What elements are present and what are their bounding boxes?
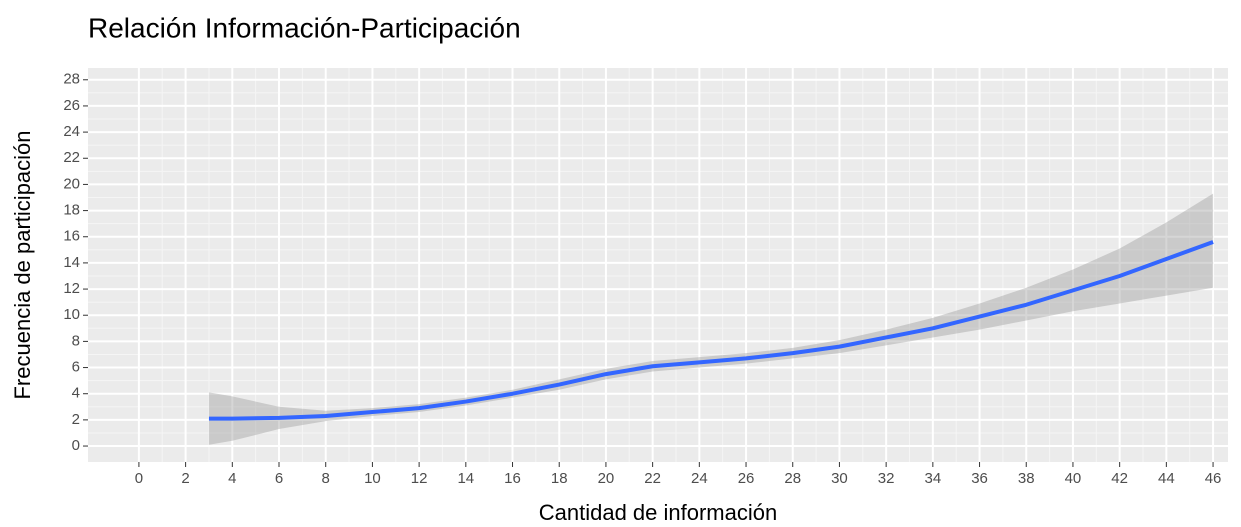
x-tick-label: 46 (1205, 470, 1222, 487)
x-tick-label: 28 (784, 470, 801, 487)
y-tick-label: 14 (63, 254, 80, 271)
x-tick-label: 10 (364, 470, 381, 487)
x-tick-label: 38 (1018, 470, 1035, 487)
confidence-band (208, 193, 1214, 445)
y-tick-label: 12 (63, 280, 80, 297)
x-tick-label: 4 (228, 470, 236, 487)
y-tick-label: 18 (63, 202, 80, 219)
y-tick-label: 2 (72, 411, 80, 428)
y-tick-label: 20 (63, 175, 80, 192)
y-tick-label: 16 (63, 228, 80, 245)
y-tick-label: 4 (72, 385, 80, 402)
y-tick-label: 26 (63, 97, 80, 114)
x-tick-label: 16 (504, 470, 521, 487)
y-tick-label: 0 (72, 437, 80, 454)
x-tick-label: 6 (275, 470, 283, 487)
x-tick-label: 42 (1111, 470, 1128, 487)
x-tick-label: 0 (135, 470, 143, 487)
x-tick-label: 36 (971, 470, 988, 487)
x-tick-label: 20 (598, 470, 615, 487)
x-tick-label: 34 (924, 470, 941, 487)
y-axis-title: Frecuencia de participación (10, 130, 35, 399)
x-tick-label: 24 (691, 470, 708, 487)
y-tick-label: 10 (63, 306, 80, 323)
x-tick-label: 22 (644, 470, 661, 487)
x-tick-label: 14 (457, 470, 474, 487)
x-tick-label: 8 (322, 470, 330, 487)
panel (88, 68, 1228, 462)
x-tick-label: 44 (1158, 470, 1175, 487)
y-tick-label: 28 (63, 71, 80, 88)
x-tick-label: 12 (411, 470, 428, 487)
x-tick-label: 30 (831, 470, 848, 487)
x-tick-label: 40 (1065, 470, 1082, 487)
y-tick-label: 8 (72, 332, 80, 349)
x-tick-label: 2 (181, 470, 189, 487)
y-tick-label: 22 (63, 149, 80, 166)
y-tick-label: 6 (72, 359, 80, 376)
y-tick-label: 24 (63, 123, 80, 140)
smooth-line (208, 240, 1214, 421)
x-axis-title: Cantidad de información (539, 500, 777, 525)
x-tick-label: 26 (738, 470, 755, 487)
chart-title: Relación Información-Participación (88, 12, 521, 43)
x-tick-label: 18 (551, 470, 568, 487)
x-tick-label: 32 (878, 470, 895, 487)
